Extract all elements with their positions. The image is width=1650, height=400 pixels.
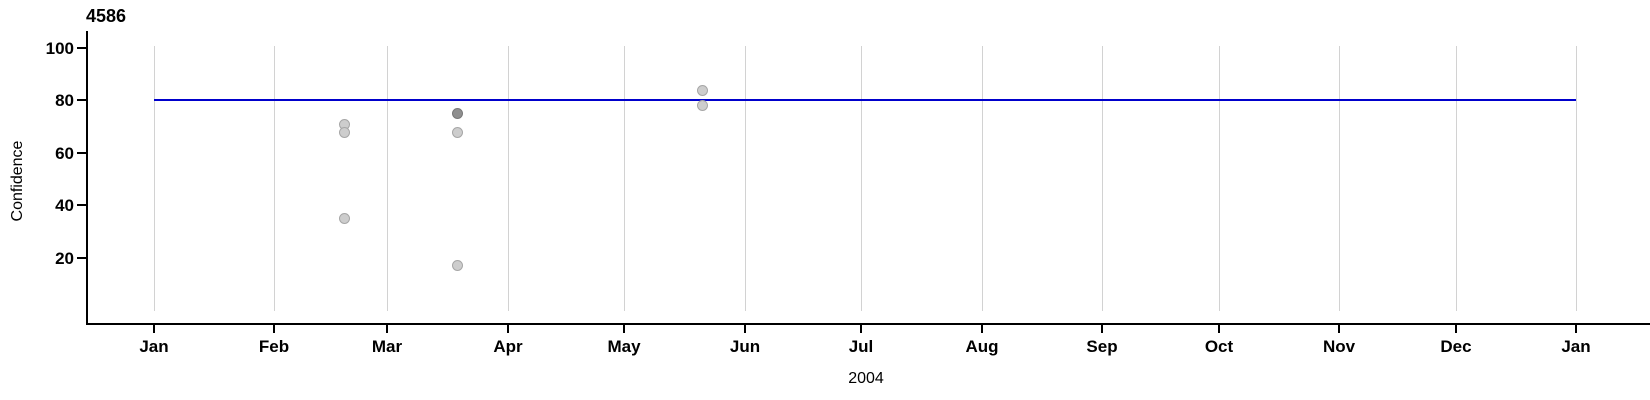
month-gridline xyxy=(861,46,862,311)
x-tick-mark xyxy=(860,325,862,333)
x-tick-mark xyxy=(1338,325,1340,333)
x-tick-label: Jun xyxy=(729,337,761,356)
x-tick-label: Dec xyxy=(1440,337,1472,356)
x-axis-line xyxy=(86,323,1650,325)
x-tick-mark xyxy=(1218,325,1220,333)
reference-line-80 xyxy=(154,99,1576,101)
y-axis-label: Confidence xyxy=(9,140,26,222)
x-tick-label: Apr xyxy=(493,337,523,356)
x-tick-mark xyxy=(386,325,388,333)
data-point xyxy=(697,100,708,111)
month-gridline xyxy=(1219,46,1220,311)
x-tick-label: Jan xyxy=(139,337,169,356)
month-gridline xyxy=(624,46,625,311)
x-tick-label: Feb xyxy=(258,337,290,356)
y-tick-label: 80 xyxy=(55,91,74,110)
x-tick-label: Aug xyxy=(965,337,999,356)
x-tick-label: Oct xyxy=(1204,337,1234,356)
x-tick-mark xyxy=(981,325,983,333)
y-tick-label: 40 xyxy=(55,196,74,215)
y-tick-mark xyxy=(77,204,86,206)
x-tick-mark xyxy=(507,325,509,333)
month-gridline xyxy=(154,46,155,311)
y-tick-mark xyxy=(77,47,86,49)
month-gridline xyxy=(1339,46,1340,311)
x-tick-mark xyxy=(1101,325,1103,333)
month-gridline xyxy=(387,46,388,311)
month-gridline xyxy=(274,46,275,311)
month-gridline xyxy=(1102,46,1103,311)
x-tick-label: Jul xyxy=(848,337,874,356)
y-tick-label: 60 xyxy=(55,144,74,163)
month-gridline xyxy=(982,46,983,311)
x-tick-label: Nov xyxy=(1322,337,1356,356)
chart-title: 4586 xyxy=(86,6,127,26)
y-tick-mark xyxy=(77,99,86,101)
month-gridline xyxy=(745,46,746,311)
x-tick-label: May xyxy=(607,337,641,356)
data-point xyxy=(452,108,463,119)
x-tick-label: Sep xyxy=(1086,337,1118,356)
data-point xyxy=(339,213,350,224)
x-tick-mark xyxy=(1455,325,1457,333)
data-point xyxy=(697,85,708,96)
x-tick-mark xyxy=(153,325,155,333)
x-tick-mark xyxy=(273,325,275,333)
x-axis-label: 2004 xyxy=(848,370,884,387)
month-gridline xyxy=(1456,46,1457,311)
y-axis-line xyxy=(86,31,88,325)
data-point xyxy=(452,260,463,271)
month-gridline xyxy=(508,46,509,311)
y-tick-mark xyxy=(77,152,86,154)
y-tick-mark xyxy=(77,257,86,259)
data-point xyxy=(339,127,350,138)
data-point xyxy=(452,127,463,138)
month-gridline xyxy=(1576,46,1577,311)
x-tick-mark xyxy=(1575,325,1577,333)
y-tick-label: 100 xyxy=(45,39,74,58)
x-tick-label: Mar xyxy=(371,337,403,356)
x-tick-mark xyxy=(623,325,625,333)
x-tick-label: Jan xyxy=(1561,337,1591,356)
x-tick-mark xyxy=(744,325,746,333)
y-tick-label: 20 xyxy=(55,249,74,268)
